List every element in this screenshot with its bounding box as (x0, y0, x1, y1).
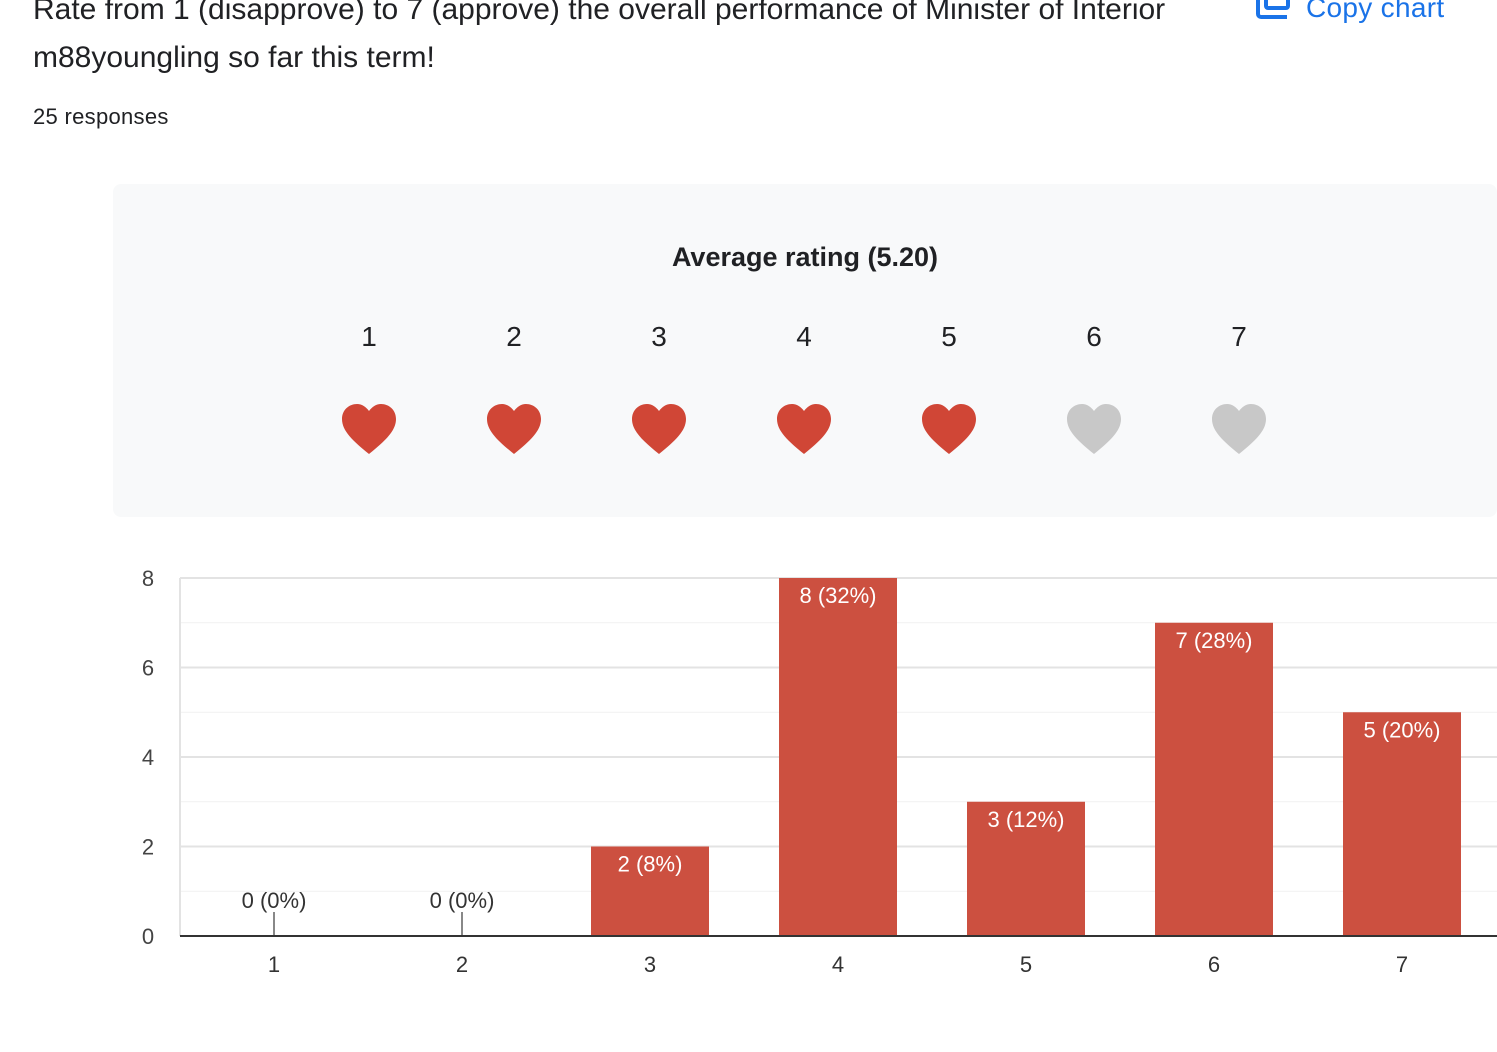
average-rating-panel: Average rating (5.20) 1 2 3 4 5 6 7 (113, 184, 1497, 517)
bar-data-label: 0 (0%) (242, 888, 307, 913)
bar-data-label: 2 (8%) (618, 852, 683, 877)
copy-chart-button[interactable]: Copy chart (1254, 0, 1444, 30)
heart-icon (341, 404, 397, 456)
heart-icon (486, 404, 542, 456)
rating-scale-label: 6 (1086, 321, 1102, 352)
heart-icon (921, 404, 977, 456)
heart-icon (1066, 404, 1122, 456)
bar-data-label: 3 (12%) (987, 807, 1064, 832)
bar (1155, 622, 1273, 936)
y-tick-label: 2 (142, 835, 154, 860)
copy-chart-label: Copy chart (1306, 0, 1445, 23)
x-tick-label: 3 (644, 952, 656, 977)
question-title: Rate from 1 (disapprove) to 7 (approve) … (33, 0, 1166, 74)
x-tick-label: 1 (268, 952, 280, 977)
y-tick-label: 4 (142, 745, 154, 770)
rating-scale-label: 4 (796, 321, 812, 352)
rating-scale-label: 1 (361, 321, 377, 352)
copy-icon (1254, 0, 1292, 30)
bar-data-label: 7 (28%) (1175, 628, 1252, 653)
bar-data-label: 0 (0%) (430, 888, 495, 913)
x-tick-label: 4 (832, 952, 844, 977)
rating-scale-label: 3 (651, 321, 667, 352)
y-tick-label: 6 (142, 656, 154, 681)
x-tick-label: 7 (1396, 952, 1408, 977)
bar-data-label: 8 (32%) (799, 583, 876, 608)
bar-chart: 0 2 4 6 8 0 (0%) 1 0 (0%) 2 2 (8%) 3 8 (32%) 4 3 (12%… (142, 566, 1497, 977)
average-rating-title: Average rating (5.20) (671, 242, 939, 272)
heart-icon (1211, 404, 1267, 456)
rating-scale-label: 2 (506, 321, 522, 352)
x-tick-label: 5 (1020, 952, 1032, 977)
bar (967, 801, 1085, 936)
x-tick-label: 2 (456, 952, 468, 977)
bar (779, 578, 897, 936)
heart-icon (776, 404, 832, 456)
y-tick-label: 8 (142, 566, 154, 591)
bar (591, 846, 709, 936)
response-count: 25 responses (33, 104, 169, 129)
bar (1343, 712, 1461, 936)
x-tick-label: 6 (1208, 952, 1220, 977)
rating-scale-label: 7 (1231, 321, 1247, 352)
bar-data-label: 5 (20%) (1363, 717, 1440, 742)
y-tick-label: 0 (142, 924, 154, 949)
heart-icon (631, 404, 687, 456)
rating-scale-label: 5 (941, 321, 957, 352)
